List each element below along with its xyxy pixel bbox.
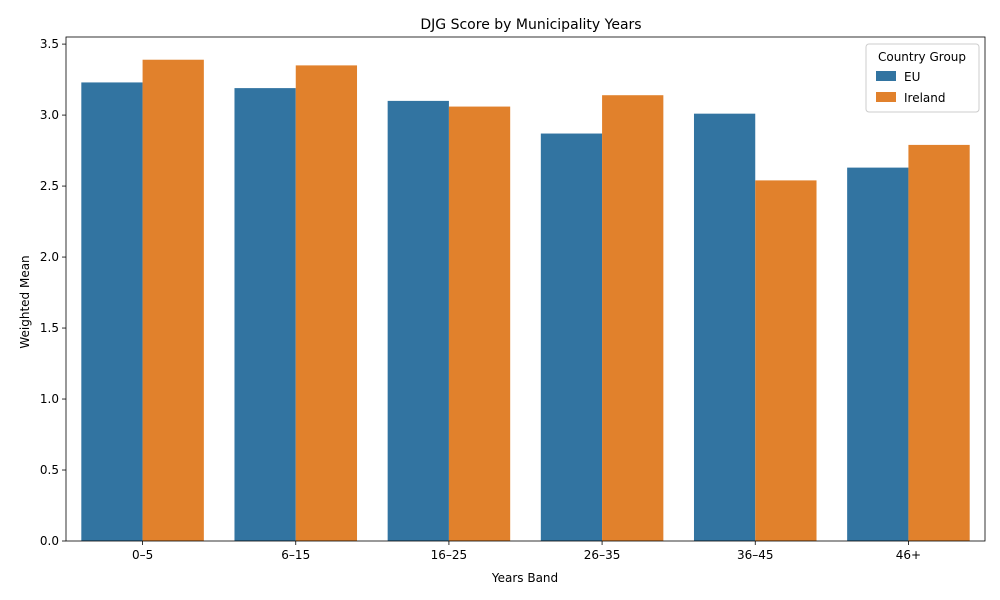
bar-eu-3 <box>540 133 603 542</box>
bar-eu-4 <box>693 113 756 541</box>
y-tick-label: 2.0 <box>40 250 59 264</box>
y-tick-label: 3.0 <box>40 108 59 122</box>
x-tick-label: 46+ <box>896 548 921 562</box>
y-tick-label: 2.5 <box>40 179 59 193</box>
y-axis-title: Weighted Mean <box>18 255 32 348</box>
y-tick-label: 1.0 <box>40 392 59 406</box>
bar-ireland-1 <box>295 65 358 541</box>
bars-layer <box>81 59 970 542</box>
legend-label-eu: EU <box>904 70 920 84</box>
x-tick-label: 36–45 <box>737 548 774 562</box>
legend: Country Group EU Ireland <box>865 43 980 113</box>
bar-ireland-2 <box>448 106 511 541</box>
y-axis: 0.0 0.5 1.0 1.5 2.0 2.5 3.0 3.5 <box>40 37 66 548</box>
x-tick-label: 0–5 <box>132 548 153 562</box>
legend-title: Country Group <box>878 50 966 64</box>
x-axis-title: Years Band <box>491 571 558 585</box>
bar-eu-2 <box>387 100 449 541</box>
legend-label-ireland: Ireland <box>904 91 946 105</box>
x-axis: 0–5 6–15 16–25 26–35 36–45 46+ <box>132 541 921 562</box>
bar-ireland-4 <box>755 180 817 541</box>
bar-eu-5 <box>847 167 909 542</box>
bar-eu-1 <box>234 88 296 542</box>
chart-title: DJG Score by Municipality Years <box>420 17 641 33</box>
bar-ireland-0 <box>142 59 204 541</box>
legend-swatch-eu <box>876 71 896 81</box>
x-tick-label: 16–25 <box>431 548 468 562</box>
y-tick-label: 0.0 <box>40 534 59 548</box>
bar-ireland-3 <box>602 95 664 542</box>
x-tick-label: 6–15 <box>281 548 310 562</box>
bar-ireland-5 <box>908 144 970 541</box>
y-tick-label: 1.5 <box>40 321 59 335</box>
x-tick-label: 26–35 <box>584 548 621 562</box>
bar-eu-0 <box>81 82 143 542</box>
y-tick-label: 3.5 <box>40 37 59 51</box>
legend-swatch-ireland <box>876 92 896 102</box>
y-tick-label: 0.5 <box>40 463 59 477</box>
plot-frame <box>65 36 986 542</box>
